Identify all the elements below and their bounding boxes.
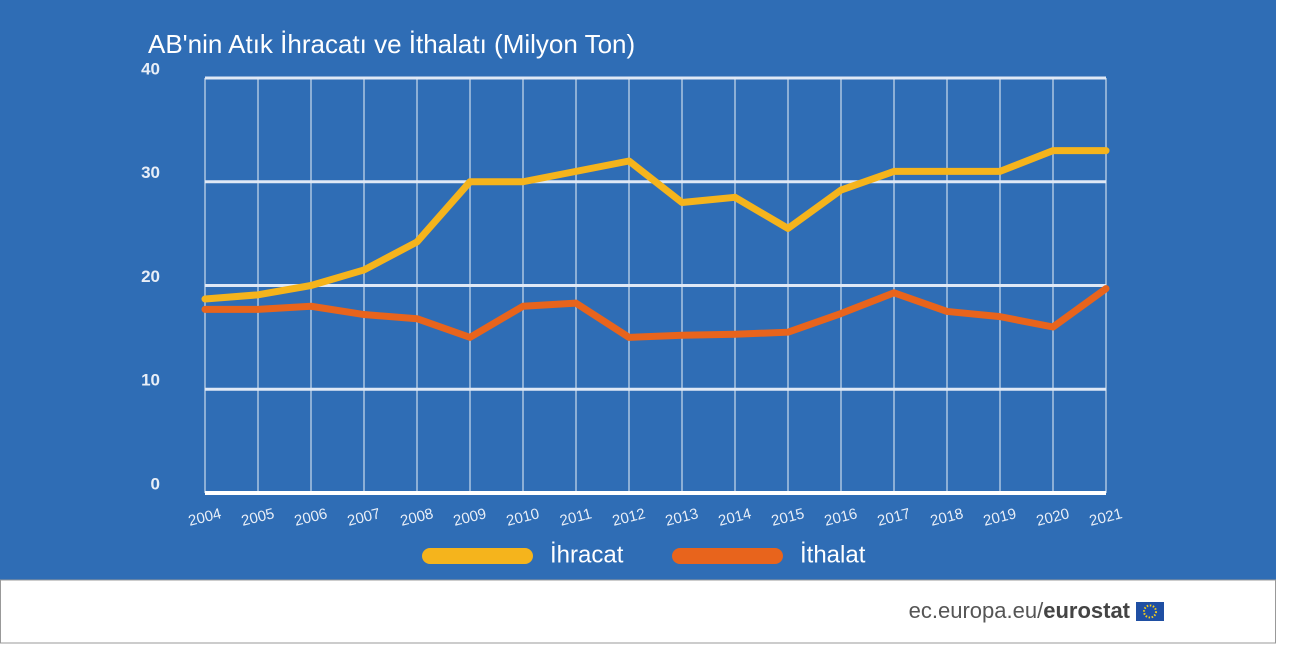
footer-panel (0, 579, 1276, 644)
footer-site-text: ec.europa.eu/ (909, 598, 1044, 623)
eu-flag (1136, 602, 1164, 621)
y-tick-label: 20 (141, 267, 160, 286)
y-tick-label: 40 (141, 59, 160, 78)
y-tick-label: 0 (151, 474, 160, 493)
footer-site: ec.europa.eu/eurostat (909, 598, 1131, 623)
legend-label: İthalat (800, 541, 866, 568)
legend-label: İhracat (550, 541, 624, 568)
y-tick-label: 30 (141, 163, 160, 182)
series-line (201, 147, 1110, 303)
footer-brand: eurostat (1043, 598, 1130, 623)
y-tick-label: 10 (141, 371, 160, 390)
series-line (201, 285, 1110, 341)
chart-background (0, 0, 1276, 580)
chart-title: AB'nin Atık İhracatı ve İthalatı (Milyon… (148, 29, 635, 59)
